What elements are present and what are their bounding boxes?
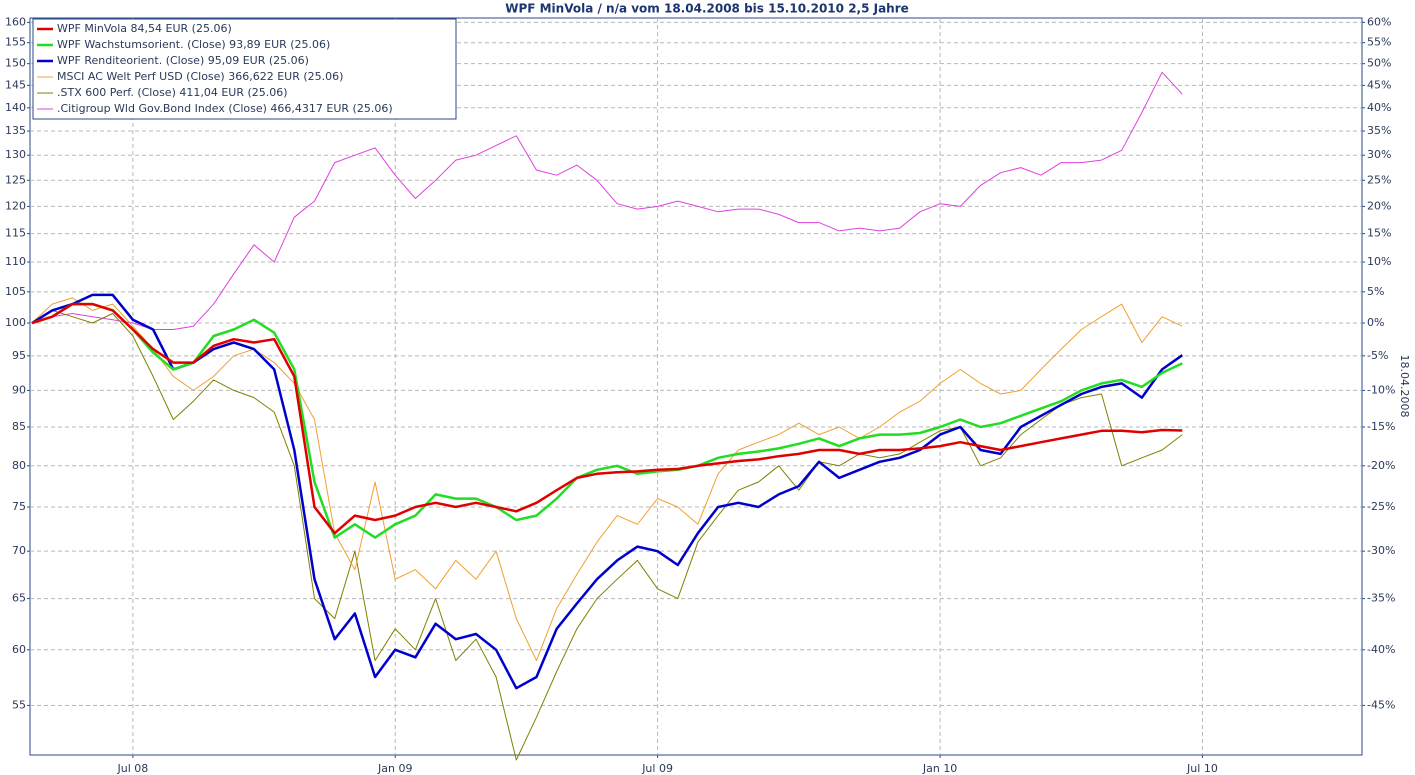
y-tick-label: 70 <box>12 544 26 557</box>
y2-tick-label: 45% <box>1367 78 1391 91</box>
y-tick-label: 160 <box>5 15 26 28</box>
y-tick-label: 55 <box>12 698 26 711</box>
y2-tick-label: 35% <box>1367 124 1391 137</box>
legend-label: MSCI AC Welt Perf USD (Close) 366,622 EU… <box>57 70 343 83</box>
y-tick-label: 90 <box>12 383 26 396</box>
y2-tick-label: 20% <box>1367 199 1391 212</box>
x-tick-label: Jul 09 <box>641 762 673 775</box>
y2-tick-label: 15% <box>1367 227 1391 240</box>
y-tick-label: 80 <box>12 459 26 472</box>
legend-label: .Citigroup Wld Gov.Bond Index (Close) 46… <box>57 102 393 115</box>
y2-tick-label: 50% <box>1367 57 1391 70</box>
x-tick-label: Jan 10 <box>922 762 957 775</box>
y2-tick-label: 30% <box>1367 148 1391 161</box>
y2-tick-label: -45% <box>1367 698 1395 711</box>
y-tick-label: 150 <box>5 57 26 70</box>
y2-tick-label: 25% <box>1367 173 1391 186</box>
series-line <box>31 302 1183 539</box>
legend-label: WPF Renditeorient. (Close) 95,09 EUR (25… <box>57 54 309 67</box>
x-tick-label: Jul 08 <box>117 762 149 775</box>
y-tick-label: 95 <box>12 349 26 362</box>
y2-axis-label: 18.04.2008 <box>1398 355 1411 418</box>
y2-tick-label: -30% <box>1367 544 1395 557</box>
y2-tick-label: -5% <box>1367 349 1388 362</box>
y-tick-label: 115 <box>5 227 26 240</box>
x-tick-label: Jan 09 <box>377 762 412 775</box>
legend-box <box>32 18 457 120</box>
legend-label: .STX 600 Perf. (Close) 411,04 EUR (25.06… <box>57 86 288 99</box>
y-tick-label: 100 <box>5 316 26 329</box>
plot-frame <box>29 17 1363 756</box>
y-tick-label: 110 <box>5 255 26 268</box>
legend-label: WPF Wachstumsorient. (Close) 93,89 EUR (… <box>57 38 330 51</box>
series-line <box>31 302 1183 535</box>
y-tick-label: 60 <box>12 643 26 656</box>
y-tick-label: 135 <box>5 124 26 137</box>
chart-title: WPF MinVola / n/a vom 18.04.2008 bis 15.… <box>505 2 909 16</box>
y2-tick-label: 10% <box>1367 255 1391 268</box>
y2-tick-label: -40% <box>1367 643 1395 656</box>
y-tick-label: 85 <box>12 420 26 433</box>
y2-tick-label: -20% <box>1367 459 1395 472</box>
y-tick-label: 125 <box>5 173 26 186</box>
series-line <box>31 293 1184 690</box>
x-tick-label: Jul 10 <box>1186 762 1218 775</box>
y2-tick-label: 60% <box>1367 15 1391 28</box>
y-tick-label: 120 <box>5 199 26 212</box>
y-tick-label: 105 <box>5 285 26 298</box>
y2-tick-label: 5% <box>1367 285 1384 298</box>
legend-label: WPF MinVola 84,54 EUR (25.06) <box>57 22 232 35</box>
y-tick-label: 140 <box>5 101 26 114</box>
y2-tick-label: -15% <box>1367 420 1395 433</box>
y2-tick-label: -25% <box>1367 500 1395 513</box>
y-tick-label: 130 <box>5 148 26 161</box>
series-line <box>31 71 1183 330</box>
y2-tick-label: 0% <box>1367 316 1384 329</box>
series-line <box>31 297 1183 661</box>
series-line <box>31 309 1183 761</box>
y2-tick-label: -35% <box>1367 592 1395 605</box>
y2-tick-label: 55% <box>1367 36 1391 49</box>
y-tick-label: 145 <box>5 78 26 91</box>
y-tick-label: 155 <box>5 36 26 49</box>
y2-tick-label: -10% <box>1367 383 1395 396</box>
y-tick-label: 75 <box>12 500 26 513</box>
y2-tick-label: 40% <box>1367 101 1391 114</box>
y-tick-label: 65 <box>12 592 26 605</box>
